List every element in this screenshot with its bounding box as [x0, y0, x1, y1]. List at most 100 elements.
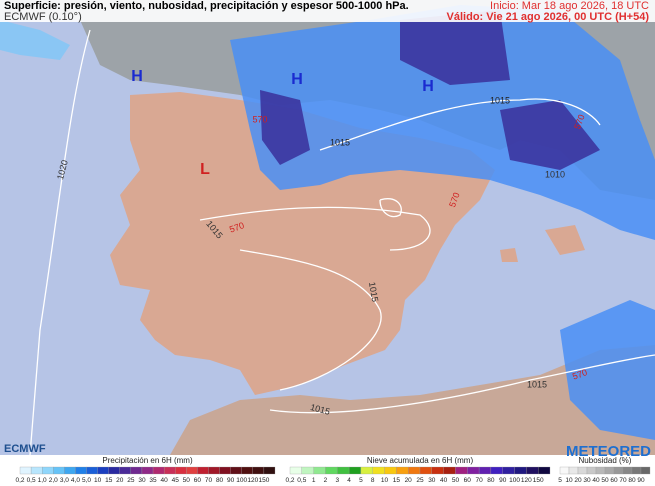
map-label: 570	[572, 113, 587, 131]
legend-tick: 40	[440, 477, 448, 484]
map-label: 570	[252, 114, 267, 124]
legend-tick: 30	[583, 477, 591, 484]
legend-tick: 5	[558, 477, 562, 484]
legend-tick: 15	[105, 477, 113, 484]
legend-swatch	[141, 466, 154, 475]
legend-swatch	[604, 466, 615, 475]
legend-tick: 45	[172, 477, 180, 484]
legend-tick: 80	[628, 477, 636, 484]
legend-tick: 70	[205, 477, 213, 484]
legend-swatch	[263, 466, 276, 475]
legend-tick: 60	[194, 477, 202, 484]
map-label: H	[291, 71, 303, 88]
legend-title: Precipitación en 6H (mm)	[102, 456, 193, 465]
legend-tick: 3	[335, 477, 339, 484]
legend-swatch	[230, 466, 242, 475]
legend-swatch	[108, 466, 120, 475]
legend-swatch	[577, 466, 588, 475]
legend-swatch	[384, 466, 397, 475]
legend-swatch	[568, 466, 579, 475]
legend-swatch	[53, 466, 65, 475]
legend-swatch	[559, 466, 570, 475]
ecmwf-logo: ECMWF	[4, 443, 46, 455]
legend-tick: 80	[216, 477, 224, 484]
map-title: Superficie: presión, viento, nubosidad, …	[4, 0, 409, 12]
legend-swatch	[372, 466, 385, 475]
legend-swatch	[478, 466, 492, 475]
legend-swatch	[86, 466, 98, 475]
legend-tick: 20	[116, 477, 124, 484]
legend-tick: 0,5	[297, 477, 306, 484]
legend-tick: 100	[236, 477, 247, 484]
legend-tick: 100	[509, 477, 520, 484]
legend-tick: 40	[592, 477, 600, 484]
legend-swatch	[289, 466, 302, 475]
legend-swatch	[640, 466, 651, 475]
legend-tick: 90	[227, 477, 235, 484]
legend-tick: 90	[637, 477, 645, 484]
legend-tick: 10	[94, 477, 102, 484]
legend-swatch	[130, 466, 143, 475]
legend-swatch	[42, 466, 54, 475]
legend-swatch	[396, 466, 409, 475]
map-label: 570	[571, 367, 589, 382]
legend-swatch	[325, 466, 338, 475]
legend-swatch	[431, 466, 444, 475]
legend-swatch	[252, 466, 265, 475]
legend-tick: 80	[487, 477, 495, 484]
legend-tick: 5	[359, 477, 363, 484]
legend-tick: 30	[138, 477, 146, 484]
legend-swatch	[586, 466, 597, 475]
map-label: 1015	[490, 95, 510, 105]
legend-tick: 40	[161, 477, 169, 484]
legend-swatch	[186, 466, 198, 475]
legend-swatch	[595, 466, 606, 475]
islands	[500, 225, 585, 262]
legend-title: Nubosidad (%)	[579, 456, 632, 465]
legend-tick: 35	[149, 477, 157, 484]
legend-tick: 2	[324, 477, 328, 484]
legend-tick: 5,0	[82, 477, 91, 484]
legend-tick: 50	[601, 477, 609, 484]
legend-tick: 150	[258, 477, 269, 484]
legend-swatch	[313, 466, 326, 475]
map-label: 1015	[367, 281, 380, 302]
legend-swatch	[337, 466, 350, 475]
valid-time: Válido: Vie 21 ago 2026, 00 UTC (H+54)	[446, 11, 649, 23]
legend-tick: 90	[499, 477, 507, 484]
legend-swatch	[348, 466, 362, 475]
legend-swatch	[408, 466, 421, 475]
legend-swatch	[241, 466, 253, 475]
legend-tick: 60	[610, 477, 618, 484]
legend-tick: 70	[475, 477, 483, 484]
legend-swatch	[490, 466, 503, 475]
legend-title: Nieve acumulada en 6H (mm)	[367, 456, 474, 465]
meteored-logo: METEORED	[566, 443, 651, 460]
map-label: 1015	[527, 379, 547, 389]
legend-swatch	[502, 466, 515, 475]
legend-tick: 0,2	[15, 477, 24, 484]
legend-swatch	[75, 466, 87, 475]
legend-swatch	[419, 466, 432, 475]
legend-tick: 20	[574, 477, 582, 484]
legend-tick: 20	[405, 477, 413, 484]
model-name: ECMWF (0.10°)	[4, 11, 82, 23]
legend-tick: 120	[521, 477, 532, 484]
init-time: Inicio: Mar 18 ago 2026, 18 UTC	[490, 0, 649, 12]
legend-tick: 25	[127, 477, 135, 484]
legend-swatch	[163, 466, 176, 475]
legend-tick: 30	[428, 477, 436, 484]
map-label: 1015	[330, 137, 350, 147]
legend-swatch	[197, 466, 209, 475]
legend-tick: 0,5	[27, 477, 36, 484]
legend-tick: 70	[619, 477, 627, 484]
legend-tick: 50	[183, 477, 191, 484]
africa-land	[170, 345, 655, 455]
map-label: 570	[447, 191, 462, 209]
legend-tick: 1	[312, 477, 316, 484]
legend-tick: 60	[464, 477, 472, 484]
map-label: 570	[228, 220, 246, 235]
legend-swatch	[175, 466, 187, 475]
